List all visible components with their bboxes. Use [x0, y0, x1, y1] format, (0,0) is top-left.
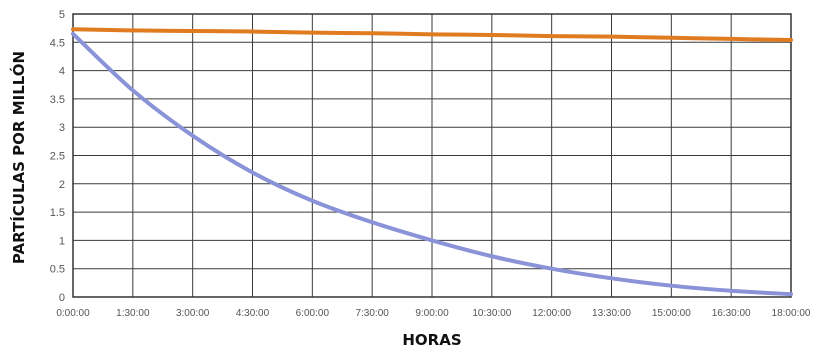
series-layer — [71, 27, 793, 297]
series-line-2 — [71, 31, 793, 297]
x-tick-label: 15:00:00 — [652, 308, 691, 319]
y-tick-label: 3.5 — [50, 94, 65, 106]
y-tick-label: 5 — [59, 9, 65, 21]
y-tick-label: 0 — [59, 292, 65, 304]
series-line-1 — [71, 27, 793, 43]
x-tick-label: 6:00:00 — [296, 308, 330, 319]
x-tick-label: 0:00:00 — [56, 308, 90, 319]
grid — [72, 13, 792, 298]
x-tick-label: 16:30:00 — [712, 308, 751, 319]
x-tick-label: 4:30:00 — [236, 308, 270, 319]
x-tick-label: 9:00:00 — [415, 308, 449, 319]
x-tick-label: 13:30:00 — [592, 308, 631, 319]
x-tick-label: 10:30:00 — [472, 308, 511, 319]
x-axis-ticks: 0:00:00 1:30:00 3:00:00 4:30:00 6:00:00 7:30:… — [56, 308, 811, 319]
x-tick-label: 7:30:00 — [355, 308, 389, 319]
plot-frame — [72, 13, 792, 298]
y-tick-label: 4.5 — [50, 37, 65, 49]
x-tick-label: 18:00:00 — [772, 308, 811, 319]
x-tick-label: 12:00:00 — [532, 308, 571, 319]
y-tick-label: 0.5 — [50, 264, 65, 276]
y-tick-label: 3 — [59, 122, 65, 134]
y-tick-label: 4 — [59, 66, 65, 78]
y-tick-label: 1.5 — [50, 207, 65, 219]
y-tick-label: 2 — [59, 179, 65, 191]
y-axis-ticks: 0 0.5 1 1.5 2 2.5 3 3.5 4 4.5 5 — [50, 9, 65, 304]
y-tick-label: 1 — [59, 235, 65, 247]
x-tick-label: 3:00:00 — [176, 308, 210, 319]
x-tick-label: 1:30:00 — [116, 308, 150, 319]
y-tick-label: 2.5 — [50, 151, 65, 163]
x-axis-title: HORAS — [402, 331, 461, 349]
y-axis-title: PARTÍCULAS POR MILLÓN — [9, 51, 28, 264]
